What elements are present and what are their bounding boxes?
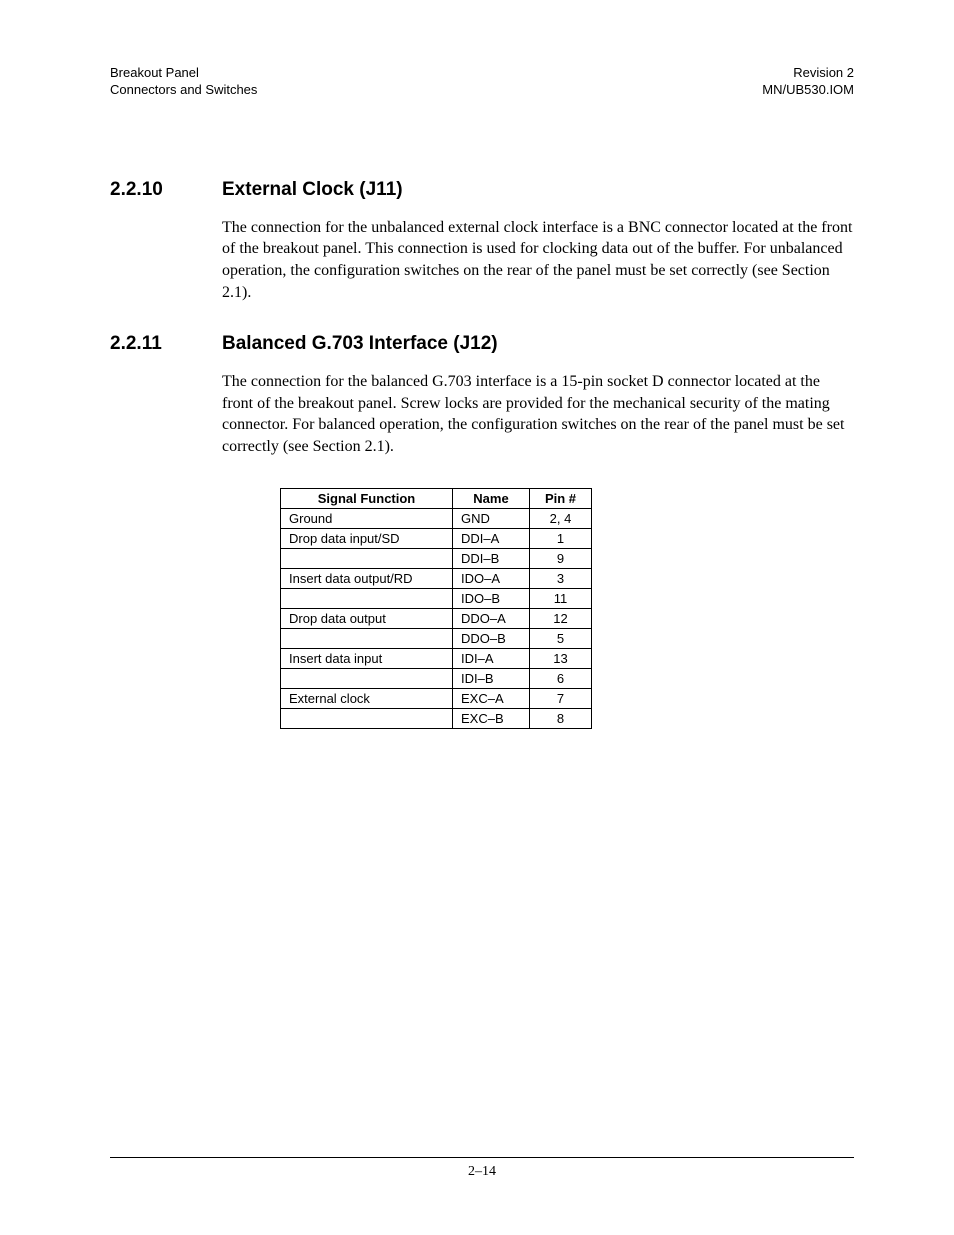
table-row: IDO–B11 (281, 588, 592, 608)
cell-name: GND (453, 508, 530, 528)
section-body: The connection for the balanced G.703 in… (222, 371, 854, 457)
cell-pin: 7 (530, 688, 592, 708)
table-row: Drop data outputDDO–A12 (281, 608, 592, 628)
cell-name: IDO–B (453, 588, 530, 608)
table-row: Insert data inputIDI–A13 (281, 648, 592, 668)
header-left-line2: Connectors and Switches (110, 82, 257, 99)
section-number: 2.2.10 (110, 179, 222, 201)
cell-pin: 6 (530, 668, 592, 688)
cell-name: DDO–B (453, 628, 530, 648)
page-footer: 2–14 (110, 1157, 854, 1180)
pinout-table: Signal Function Name Pin # GroundGND2, 4… (280, 488, 592, 729)
page: Breakout Panel Connectors and Switches R… (0, 0, 954, 1235)
section-heading: 2.2.10 External Clock (J11) (110, 179, 854, 201)
cell-pin: 1 (530, 528, 592, 548)
table-header-name: Name (453, 488, 530, 508)
cell-pin: 2, 4 (530, 508, 592, 528)
header-right: Revision 2 MN/UB530.IOM (762, 65, 854, 99)
table-row: Insert data output/RDIDO–A3 (281, 568, 592, 588)
cell-pin: 5 (530, 628, 592, 648)
table-row: IDI–B6 (281, 668, 592, 688)
table-header-row: Signal Function Name Pin # (281, 488, 592, 508)
cell-signal-function (281, 708, 453, 728)
table-row: GroundGND2, 4 (281, 508, 592, 528)
cell-pin: 13 (530, 648, 592, 668)
cell-signal-function: Insert data input (281, 648, 453, 668)
header-right-line2: MN/UB530.IOM (762, 82, 854, 99)
section-body: The connection for the unbalanced extern… (222, 217, 854, 303)
cell-pin: 3 (530, 568, 592, 588)
cell-pin: 11 (530, 588, 592, 608)
cell-signal-function: External clock (281, 688, 453, 708)
table-header-signal-function: Signal Function (281, 488, 453, 508)
page-number: 2–14 (110, 1164, 854, 1180)
section-2-2-10: 2.2.10 External Clock (J11) The connecti… (110, 179, 854, 303)
cell-signal-function: Drop data input/SD (281, 528, 453, 548)
section-heading: 2.2.11 Balanced G.703 Interface (J12) (110, 333, 854, 355)
table-row: Drop data input/SDDDI–A1 (281, 528, 592, 548)
cell-name: IDO–A (453, 568, 530, 588)
section-number: 2.2.11 (110, 333, 222, 355)
cell-name: EXC–A (453, 688, 530, 708)
header-left-line1: Breakout Panel (110, 65, 257, 82)
cell-name: DDI–A (453, 528, 530, 548)
table-row: EXC–B8 (281, 708, 592, 728)
cell-signal-function (281, 628, 453, 648)
cell-signal-function (281, 668, 453, 688)
section-title: Balanced G.703 Interface (J12) (222, 333, 498, 355)
table-row: External clockEXC–A7 (281, 688, 592, 708)
cell-pin: 8 (530, 708, 592, 728)
cell-pin: 12 (530, 608, 592, 628)
cell-name: EXC–B (453, 708, 530, 728)
header-right-line1: Revision 2 (762, 65, 854, 82)
table-body: GroundGND2, 4Drop data input/SDDDI–A1DDI… (281, 508, 592, 728)
section-2-2-11: 2.2.11 Balanced G.703 Interface (J12) Th… (110, 333, 854, 728)
footer-rule (110, 1157, 854, 1158)
cell-signal-function: Drop data output (281, 608, 453, 628)
cell-name: DDO–A (453, 608, 530, 628)
cell-signal-function: Insert data output/RD (281, 568, 453, 588)
table-row: DDI–B9 (281, 548, 592, 568)
cell-name: DDI–B (453, 548, 530, 568)
page-header: Breakout Panel Connectors and Switches R… (110, 65, 854, 99)
cell-pin: 9 (530, 548, 592, 568)
cell-signal-function (281, 588, 453, 608)
table-header-pin: Pin # (530, 488, 592, 508)
cell-signal-function (281, 548, 453, 568)
cell-name: IDI–A (453, 648, 530, 668)
cell-name: IDI–B (453, 668, 530, 688)
cell-signal-function: Ground (281, 508, 453, 528)
header-left: Breakout Panel Connectors and Switches (110, 65, 257, 99)
section-title: External Clock (J11) (222, 179, 403, 201)
table-row: DDO–B5 (281, 628, 592, 648)
